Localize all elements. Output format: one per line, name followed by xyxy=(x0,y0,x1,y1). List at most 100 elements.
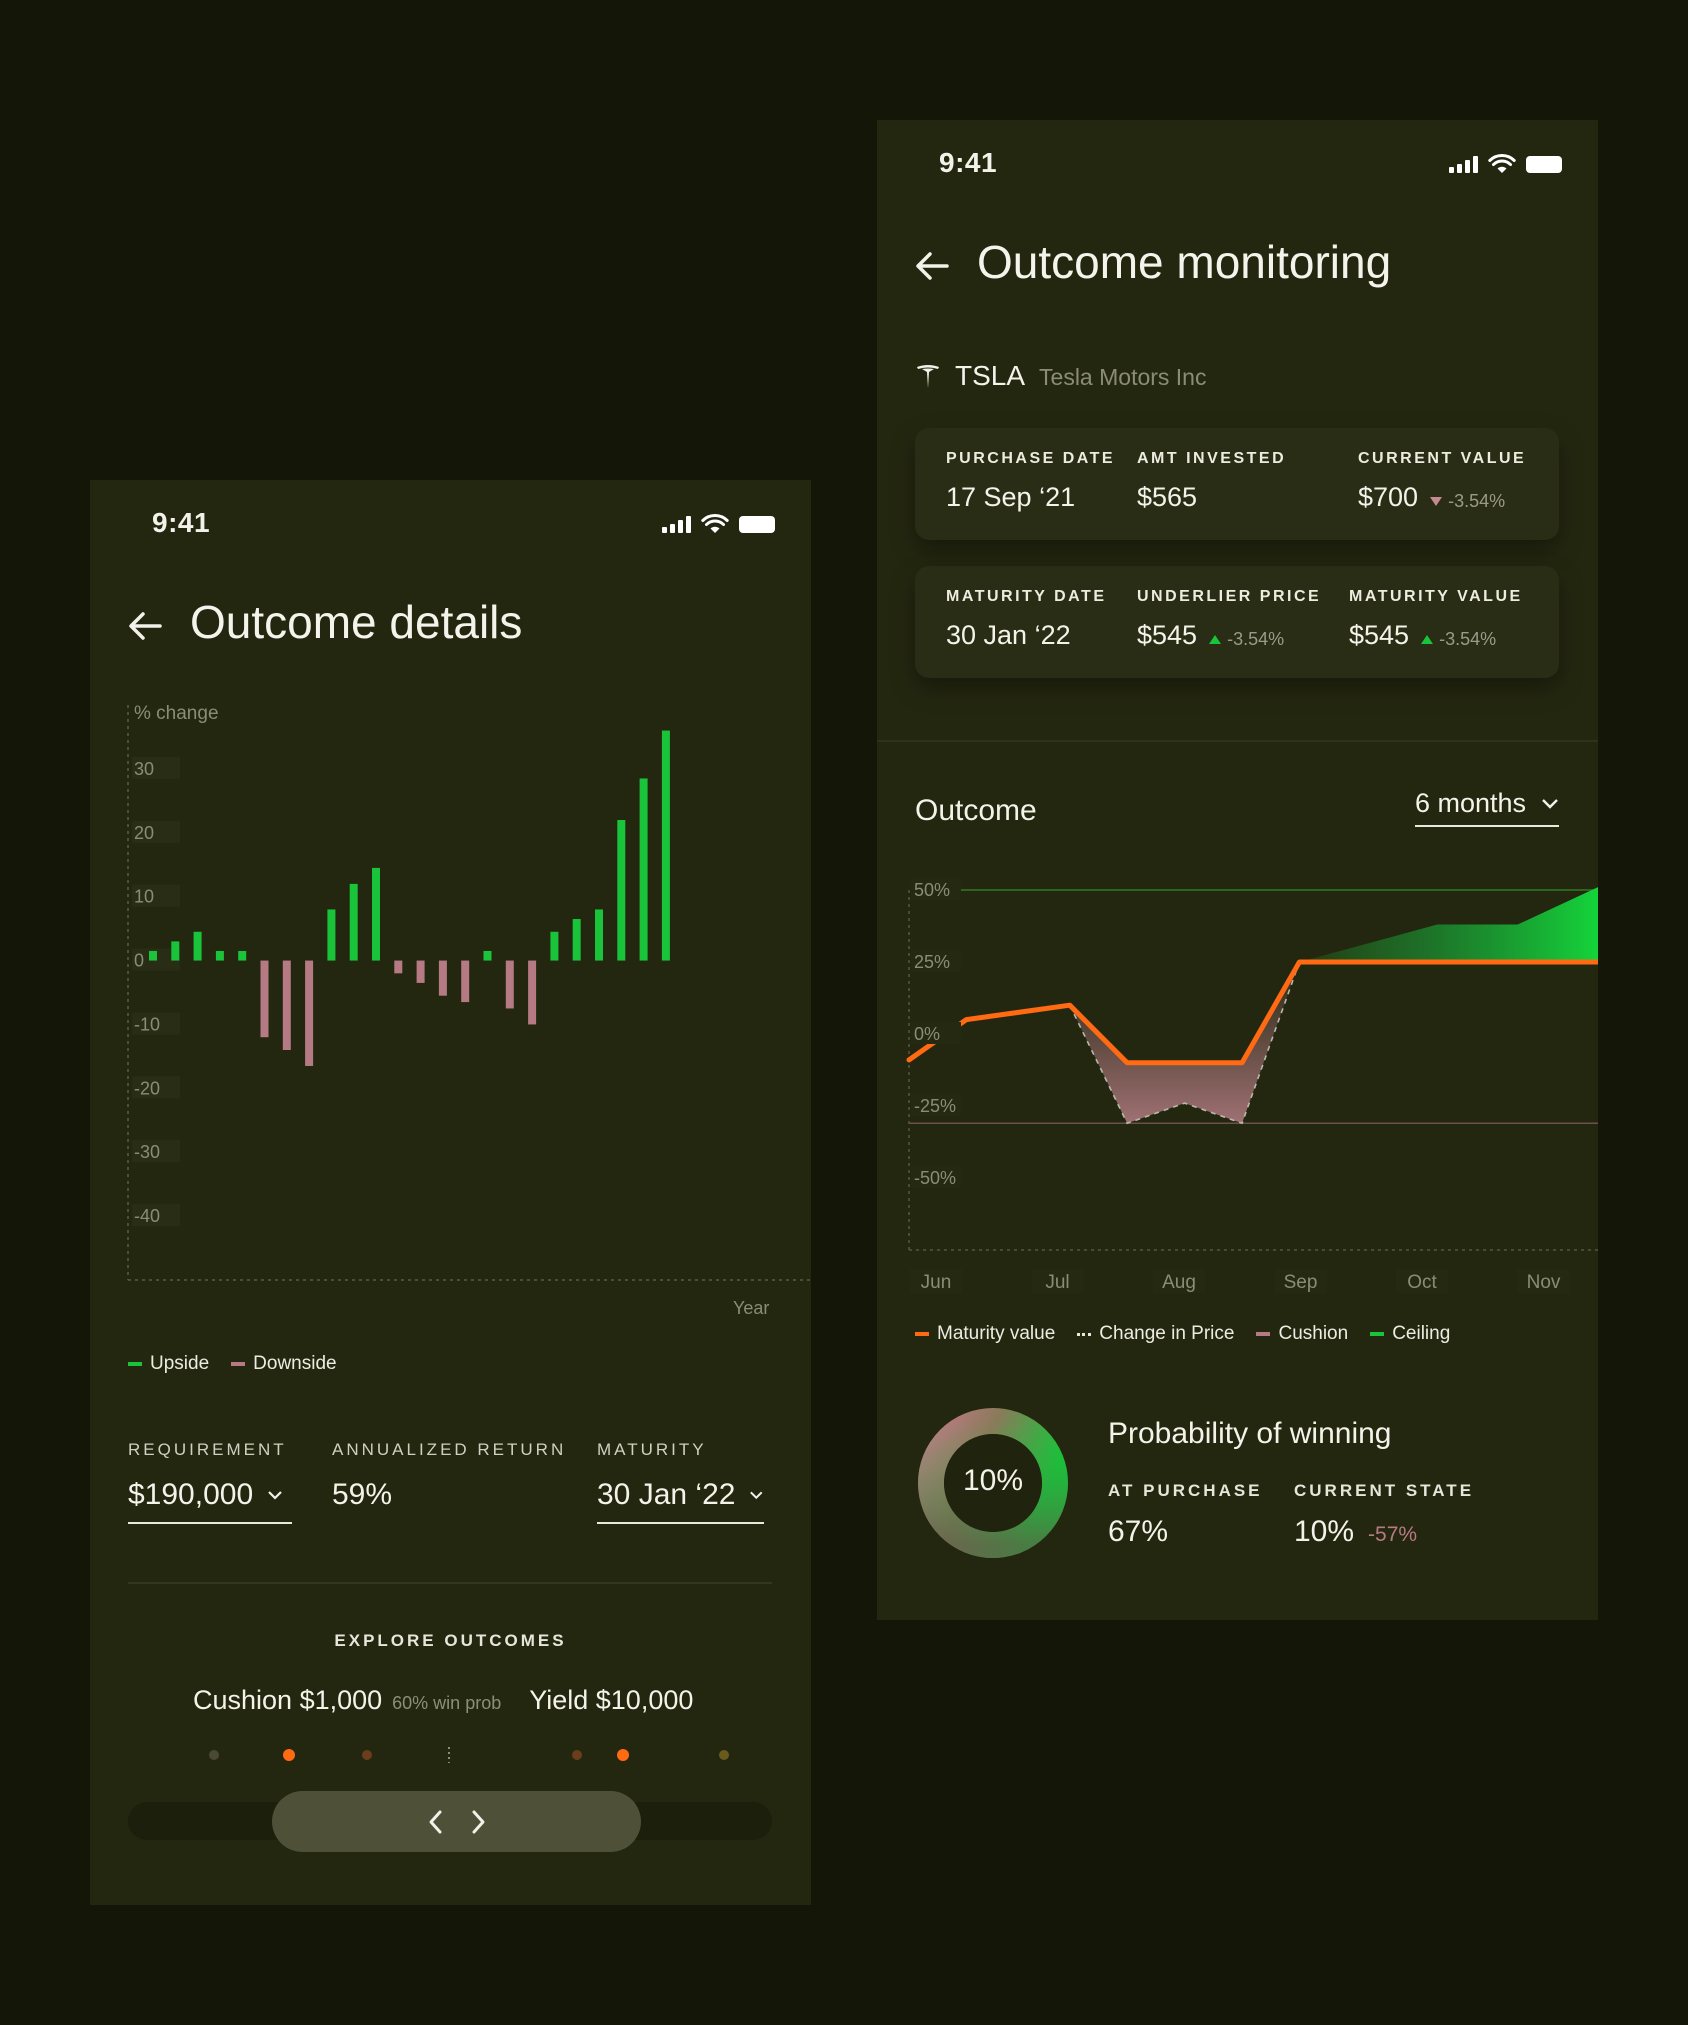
legend-ceiling: Ceiling xyxy=(1370,1323,1450,1345)
chevron-left-icon[interactable] xyxy=(426,1809,446,1835)
y-tick-label: 20 xyxy=(134,823,154,843)
maturity-value: MATURITY VALUE $545 -3.54% xyxy=(1349,588,1523,651)
y-tick-label: 10 xyxy=(134,887,154,907)
upside-bar xyxy=(550,931,559,961)
win-probability: 60% win prob xyxy=(392,1693,502,1713)
amount-invested: AMT INVESTED $565 xyxy=(1137,450,1286,513)
underlier-price-delta: -3.54% xyxy=(1209,629,1284,650)
change-swatch xyxy=(1077,1332,1092,1336)
x-tick-bg xyxy=(1396,1269,1448,1293)
range-select[interactable]: 6 months xyxy=(1415,788,1559,827)
current-value-delta: -3.54% xyxy=(1430,491,1505,512)
battery-icon xyxy=(739,515,775,533)
divider xyxy=(128,1582,772,1584)
annualized-return-label: ANNUALIZED RETURN xyxy=(332,1440,567,1459)
signal-icon xyxy=(1449,155,1478,173)
purchase-date-value: 17 Sep ‘21 xyxy=(946,482,1076,512)
y-tick-bg xyxy=(911,950,961,972)
current-value-value: $700 xyxy=(1358,482,1419,512)
x-tick-bg xyxy=(910,1269,962,1293)
slider-dot[interactable] xyxy=(719,1750,729,1760)
downside-bar xyxy=(461,960,470,1003)
donut-ring-shade xyxy=(918,1408,1068,1558)
current-state-label: CURRENT STATE xyxy=(1294,1481,1475,1500)
current-value: CURRENT VALUE $700 -3.54% xyxy=(1358,450,1526,513)
x-tick-label: Oct xyxy=(1407,1272,1437,1293)
arrow-left-icon[interactable] xyxy=(913,247,951,285)
x-tick-bg xyxy=(1031,1269,1084,1293)
maturity-value-line xyxy=(906,959,1598,1066)
y-axis-label: % change xyxy=(134,703,219,724)
explore-outcomes-title: EXPLORE OUTCOMES xyxy=(334,1631,567,1650)
current-state-value: 10% xyxy=(1294,1515,1355,1548)
y-tick-bg xyxy=(132,1140,180,1163)
x-axis-label: Year xyxy=(733,1298,770,1318)
range-value: 6 months xyxy=(1415,788,1527,818)
yield-option[interactable]: Yield $10,000 xyxy=(529,1685,694,1715)
tesla-logo-icon xyxy=(917,365,939,388)
divider xyxy=(877,740,1598,742)
slider-dot-active[interactable] xyxy=(283,1749,295,1761)
slider-dot[interactable] xyxy=(362,1750,372,1760)
slider-dot-active[interactable] xyxy=(617,1749,629,1761)
downside-bar xyxy=(394,960,403,974)
current-value-label: CURRENT VALUE xyxy=(1358,450,1527,467)
annualized-return-field: ANNUALIZED RETURN 59% xyxy=(332,1440,572,1530)
y-tick-bg xyxy=(132,1012,180,1035)
donut-hole xyxy=(944,1434,1042,1532)
purchase-card: PURCHASE DATE 17 Sep ‘21 AMT INVESTED $5… xyxy=(915,428,1559,540)
upside-bar xyxy=(327,909,336,961)
status-icons xyxy=(1449,154,1562,174)
downside-bar xyxy=(260,960,269,1038)
annualized-return-value-row: 59% xyxy=(332,1478,392,1522)
donut-value: 10% xyxy=(962,1464,1024,1497)
y-tick-bg xyxy=(911,1022,961,1044)
y-tick-label: -30 xyxy=(134,1142,160,1162)
arrow-left-icon[interactable] xyxy=(126,607,164,645)
x-tick-bg xyxy=(1153,1269,1205,1293)
ceiling-area xyxy=(1299,887,1598,962)
explore-options: Cushion $1,000 60% win prob Yield $10,00… xyxy=(193,1685,693,1716)
upside-bar xyxy=(617,820,626,961)
requirement-value: $190,000 xyxy=(128,1478,254,1511)
signal-icon xyxy=(662,515,691,533)
chevron-down-icon xyxy=(750,1491,763,1500)
slider-dot[interactable] xyxy=(209,1750,219,1760)
scroll-handle[interactable] xyxy=(272,1791,641,1852)
x-tick-label: Aug xyxy=(1162,1272,1196,1293)
purchase-date-label: PURCHASE DATE xyxy=(946,450,1116,467)
requirement-field[interactable]: REQUIREMENT $190,000 xyxy=(128,1440,298,1530)
y-tick-label: -10 xyxy=(134,1014,160,1034)
downside-bar xyxy=(416,960,425,983)
stock-name: Tesla Motors Inc xyxy=(1039,364,1207,390)
chevron-right-icon[interactable] xyxy=(468,1809,488,1835)
x-tick-label: Jun xyxy=(921,1272,952,1293)
upside-bar xyxy=(149,950,157,961)
y-tick-bg xyxy=(132,1076,180,1099)
maturity-select[interactable]: 30 Jan ‘22 xyxy=(597,1478,764,1524)
cushion-option[interactable]: Cushion $1,000 xyxy=(193,1685,383,1715)
chart-legend: Maturity value Change in Price Cushion C… xyxy=(915,1323,1450,1345)
legend-maturity: Maturity value xyxy=(915,1323,1055,1345)
y-tick-label: -20 xyxy=(134,1078,160,1098)
y-tick-label: 50% xyxy=(914,880,950,900)
triangle-up-icon xyxy=(1209,635,1222,644)
maturity-date-label: MATURITY DATE xyxy=(946,588,1107,605)
maturity-card: MATURITY DATE 30 Jan ‘22 UNDERLIER PRICE… xyxy=(915,566,1559,678)
slider-dot[interactable] xyxy=(572,1750,582,1760)
y-tick-bg xyxy=(132,820,180,843)
probability-donut xyxy=(918,1408,1068,1558)
outcome-details-screen: 9:41 Outcome details 30 20 10 0 -10 -20 -30 -40… xyxy=(90,480,811,1905)
triangle-up-icon xyxy=(1421,635,1434,644)
x-tick-bg xyxy=(1517,1269,1570,1293)
requirement-select[interactable]: $190,000 xyxy=(128,1478,292,1524)
current-state-delta: -57% xyxy=(1368,1523,1418,1546)
chevron-down-icon xyxy=(1542,798,1558,809)
probability-title: Probability of winning xyxy=(1108,1417,1392,1450)
maturity-field[interactable]: MATURITY 30 Jan ‘22 xyxy=(597,1440,777,1530)
downside-swatch xyxy=(231,1362,246,1366)
legend-change-label: Change in Price xyxy=(1099,1323,1235,1344)
at-purchase-label: AT PURCHASE xyxy=(1108,1481,1263,1500)
current-state: CURRENT STATE 10% -57% xyxy=(1294,1481,1474,1549)
